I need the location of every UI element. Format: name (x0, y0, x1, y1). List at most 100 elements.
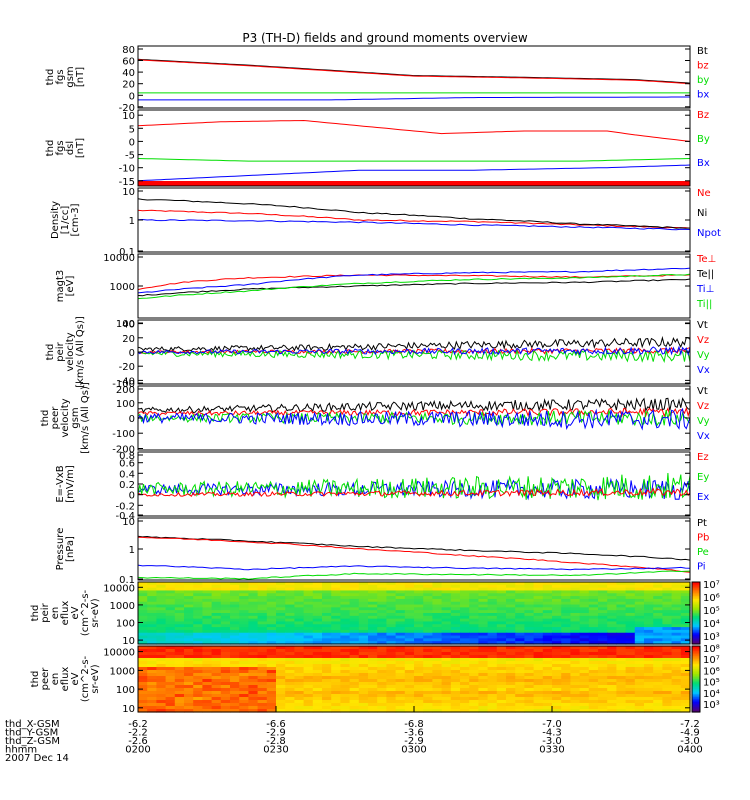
spectrogram-cell (257, 706, 268, 710)
spectrogram-cell (202, 649, 213, 653)
spectrogram-cell (414, 635, 424, 639)
spectrogram-cell (634, 691, 645, 695)
y-axis-label: [nPa] (65, 536, 76, 562)
spectrogram-cell (680, 601, 691, 606)
spectrogram-cell (358, 655, 369, 659)
spectrogram-cell (460, 582, 470, 586)
spectrogram-cell (598, 607, 608, 611)
spectrogram-cell (312, 709, 323, 713)
spectrogram-cell (478, 604, 489, 608)
x-row-value: -6.6 (266, 719, 286, 730)
spectrogram-cell (220, 604, 231, 608)
spectrogram-cell (524, 613, 535, 617)
spectrogram-cell (331, 709, 341, 713)
spectrogram-cell (395, 649, 406, 653)
spectrogram-cell (487, 685, 498, 689)
spectrogram-cell (662, 582, 673, 586)
spectrogram-cell (239, 587, 249, 592)
spectrogram-cell (138, 670, 148, 674)
spectrogram-cell (266, 641, 277, 645)
spectrogram-cell (377, 629, 387, 634)
spectrogram-cell (542, 596, 553, 600)
spectrogram-cell (395, 700, 406, 704)
colorbar-swatch (692, 688, 700, 692)
spectrogram-cell (588, 582, 599, 586)
spectrogram-cell (165, 703, 176, 707)
spectrogram-cell (496, 709, 507, 713)
spectrogram-cell (634, 641, 645, 645)
spectrogram-cell (156, 615, 167, 620)
spectrogram-cell (285, 646, 295, 650)
colorbar-swatch (692, 628, 700, 631)
spectrogram-cell (303, 694, 314, 698)
colorbar-swatch (692, 702, 700, 705)
spectrogram-cell (340, 685, 351, 689)
spectrogram-cell (515, 601, 525, 606)
spectrogram-cell (460, 601, 470, 606)
spectrogram-cell (607, 638, 617, 642)
series-line-Te⊥ (137, 274, 691, 291)
spectrogram-cell (211, 691, 222, 695)
spectrogram-cell (598, 593, 608, 597)
spectrogram-cell (542, 703, 553, 707)
spectrogram-cell (515, 646, 525, 650)
spectrogram-cell (331, 649, 341, 653)
spectrogram-cell (248, 635, 259, 639)
spectrogram-cell (239, 706, 249, 710)
spectrogram-cell (331, 629, 341, 634)
x-row-label: thd_Y-GSM (5, 728, 58, 739)
spectrogram-cell (588, 607, 599, 611)
colorbar-swatch (692, 594, 700, 597)
y-tick-label: -100 (112, 429, 135, 440)
spectrogram-peer_eflux (138, 646, 691, 713)
spectrogram-cell (322, 667, 332, 671)
spectrogram-cell (377, 593, 387, 597)
spectrogram-cell (358, 607, 369, 611)
spectrogram-cell (386, 670, 397, 674)
spectrogram-cell (423, 596, 433, 600)
spectrogram-cell (616, 632, 627, 637)
y-axis-label: eV (70, 606, 81, 619)
spectrogram-cell (303, 632, 314, 637)
axis-frame (137, 385, 691, 451)
spectrogram-cell (552, 703, 562, 707)
spectrogram-cell (312, 685, 323, 689)
spectrogram-cell (616, 641, 627, 645)
spectrogram-cell (570, 610, 581, 614)
spectrogram-cell (653, 582, 663, 586)
spectrogram-cell (414, 582, 424, 586)
spectrogram-cell (680, 691, 691, 695)
spectrogram-cell (432, 685, 443, 689)
spectrogram-cell (368, 670, 378, 674)
spectrogram-cell (414, 676, 424, 680)
spectrogram-cell (349, 673, 360, 677)
spectrogram-cell (496, 667, 507, 671)
spectrogram-cell (570, 694, 581, 698)
spectrogram-cell (625, 598, 636, 603)
colorbar-swatch (692, 611, 700, 614)
spectrogram-cell (450, 682, 461, 686)
spectrogram-cell (404, 587, 415, 592)
spectrogram-cell (386, 641, 397, 645)
spectrogram-cell (276, 703, 286, 707)
spectrogram-cell (386, 587, 397, 592)
spectrogram-cell (515, 590, 525, 594)
spectrogram-cell (662, 670, 673, 674)
spectrogram-cell (441, 610, 452, 614)
spectrogram-cell (276, 646, 286, 650)
state-bar (138, 181, 690, 186)
spectrogram-cell (358, 587, 369, 592)
spectrogram-cell (211, 635, 222, 639)
spectrogram-cell (404, 691, 415, 695)
spectrogram-cell (524, 709, 535, 713)
spectrogram-cell (552, 700, 562, 704)
spectrogram-cell (377, 673, 387, 677)
spectrogram-cell (460, 670, 470, 674)
spectrogram-cell (395, 587, 406, 592)
spectrogram-cell (469, 682, 479, 686)
spectrogram-cell (469, 667, 479, 671)
spectrogram-cell (487, 691, 498, 695)
spectrogram-cell (607, 697, 617, 701)
